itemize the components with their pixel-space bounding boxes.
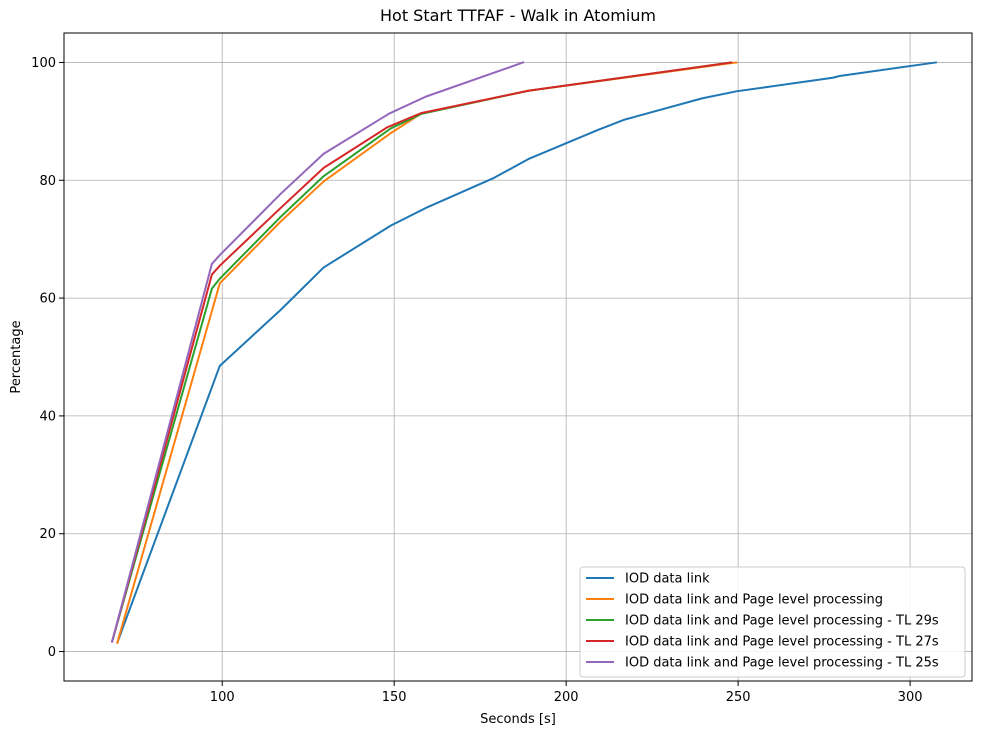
- series-line-1: [116, 61, 938, 644]
- x-tick-label: 100: [210, 690, 235, 705]
- axis-ticks: 100 150 200 250 300 0 20 40 60 80 100: [31, 56, 922, 705]
- grid-lines: [64, 33, 972, 681]
- x-tick-label: 200: [554, 690, 579, 705]
- y-tick-label: 0: [48, 645, 56, 660]
- y-tick-label: 100: [31, 56, 56, 71]
- legend-label-3: IOD data link and Page level processing …: [625, 614, 939, 629]
- y-tick-label: 40: [39, 409, 56, 424]
- y-tick-label: 60: [39, 292, 56, 307]
- series-lines: [110, 61, 938, 644]
- legend-box: [579, 566, 966, 678]
- x-tick-label: 150: [382, 690, 407, 705]
- legend-label-5: IOD data link and Page level processing …: [625, 656, 939, 671]
- y-tick-label: 20: [39, 527, 56, 542]
- legend-label-2: IOD data link and Page level processing: [625, 593, 883, 608]
- chart-title: Hot Start TTFAF - Walk in Atomium: [380, 6, 656, 25]
- legend: IOD data link IOD data link and Page leve…: [579, 566, 966, 678]
- legend-label-4: IOD data link and Page level processing …: [625, 635, 939, 650]
- series-line-5: [110, 61, 525, 643]
- x-axis-label: Seconds [s]: [480, 712, 556, 727]
- plot-area-frame: [63, 32, 973, 682]
- series-line-3: [110, 61, 733, 643]
- y-axis-label: Percentage: [9, 320, 24, 393]
- series-line-4: [110, 61, 733, 643]
- legend-label-1: IOD data link: [625, 572, 710, 587]
- series-line-2: [116, 61, 738, 644]
- x-tick-label: 250: [726, 690, 751, 705]
- y-tick-label: 80: [39, 174, 56, 189]
- x-tick-label: 300: [898, 690, 923, 705]
